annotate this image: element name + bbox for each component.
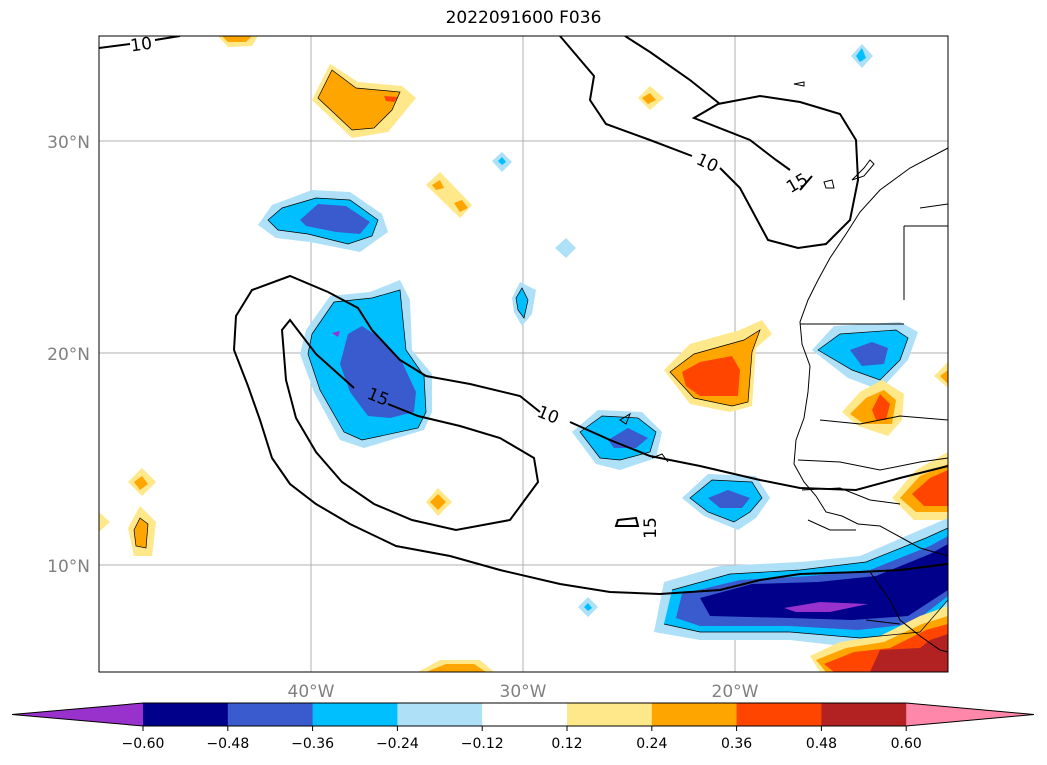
- colorbar-tick-label: 0.48: [806, 736, 837, 752]
- colorbar-segment: [312, 703, 398, 726]
- colorbar-tick-label: −0.24: [376, 736, 419, 752]
- lon-label: 20°W: [712, 682, 759, 702]
- lon-label: 40°W: [288, 682, 335, 702]
- colorbar-tick-label: −0.48: [206, 736, 249, 752]
- colorbar-segment: [821, 703, 907, 726]
- colorbar: −0.60 −0.48 −0.36 −0.24 −0.12 0.12 0.24 0.36 0.4…: [11, 702, 1035, 752]
- colorbar-segment: [651, 703, 738, 726]
- colorbar-tick-label: 0.12: [551, 736, 582, 752]
- colorbar-tick-label: −0.12: [461, 736, 504, 752]
- contour-label: 15: [641, 517, 661, 539]
- contour-label: 10: [129, 34, 153, 57]
- lat-label: 10°N: [47, 557, 90, 577]
- colorbar-extend-max: [906, 703, 1034, 726]
- colorbar-segment: [143, 703, 229, 726]
- map-frame: [98, 35, 949, 673]
- colorbar-tick-label: −0.60: [122, 736, 165, 752]
- contour-lines: [99, 36, 948, 596]
- colorbar-tick-label: 0.36: [721, 736, 752, 752]
- shaded-field: [99, 36, 948, 672]
- colorbar-segment: [227, 703, 314, 726]
- colorbar-segment: [567, 703, 653, 726]
- colorbar-segment: [397, 703, 483, 726]
- lat-label: 20°N: [47, 345, 90, 365]
- colorbar-tick-label: −0.36: [291, 736, 334, 752]
- colorbar-segment: [736, 703, 822, 726]
- lon-label: 30°W: [500, 682, 547, 702]
- latitude-labels: 30°N 20°N 10°N: [47, 133, 90, 577]
- colorbar-extend-min: [12, 703, 143, 726]
- lat-label: 30°N: [47, 133, 90, 153]
- colorbar-tick-label: 0.60: [891, 736, 922, 752]
- colorbar-segment: [482, 703, 568, 726]
- map-title: 2022091600 F036: [445, 8, 602, 28]
- colorbar-tick-label: 0.24: [636, 736, 667, 752]
- longitude-labels: 40°W 30°W 20°W: [288, 682, 759, 702]
- shade-outlines: [133, 69, 948, 639]
